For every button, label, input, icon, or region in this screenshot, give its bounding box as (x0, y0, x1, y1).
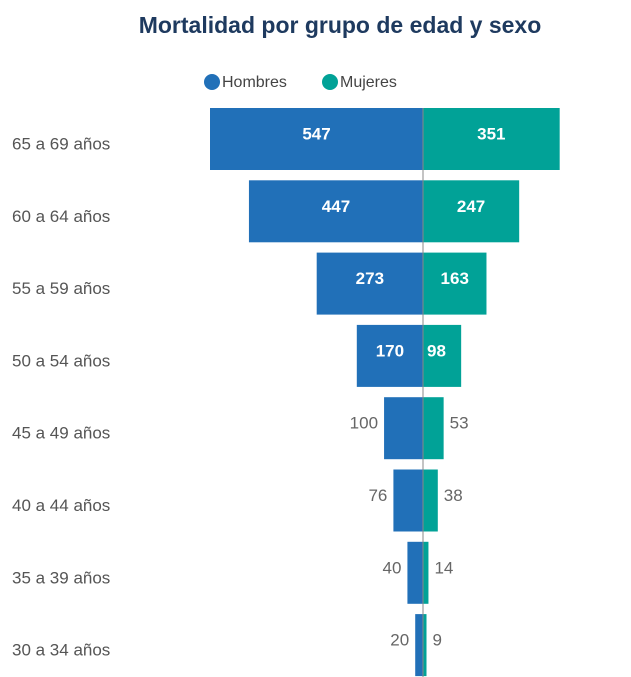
bar (210, 108, 423, 170)
data-label: 273 (356, 269, 384, 288)
bar (423, 324, 462, 387)
bar (384, 397, 423, 460)
bar (423, 252, 487, 315)
category-label: 35 a 39 años (12, 568, 110, 587)
chart-title: Mortalidad por grupo de edad y sexo (139, 12, 542, 38)
data-label: 9 (433, 631, 442, 650)
bar (423, 541, 429, 604)
data-label: 53 (450, 414, 469, 433)
category-label: 45 a 49 años (12, 424, 110, 443)
bar (393, 469, 423, 532)
data-label: 20 (390, 631, 409, 650)
category-label: 65 a 69 años (12, 134, 110, 153)
category-label: 50 a 54 años (12, 351, 110, 370)
data-label: 76 (368, 486, 387, 505)
category-label: 55 a 59 años (12, 279, 110, 298)
category-label: 60 a 64 años (12, 207, 110, 226)
data-label: 351 (477, 124, 505, 143)
bar (407, 541, 423, 604)
data-label: 170 (376, 341, 404, 360)
data-label: 38 (444, 486, 463, 505)
category-label: 40 a 44 años (12, 496, 110, 515)
bar (248, 180, 423, 243)
bar (423, 614, 427, 677)
data-label: 547 (302, 124, 330, 143)
data-label: 247 (457, 197, 485, 216)
data-label: 40 (383, 558, 402, 577)
legend-label: Hombres (222, 74, 287, 91)
data-label: 100 (350, 414, 378, 433)
bar (316, 252, 423, 315)
data-label: 14 (434, 558, 453, 577)
data-label: 98 (427, 341, 446, 360)
bar (423, 108, 560, 170)
legend-swatch (204, 74, 220, 90)
bar (356, 324, 423, 387)
bar (423, 180, 520, 243)
category-label: 30 a 34 años (12, 641, 110, 660)
bar (423, 469, 438, 532)
bar (423, 397, 444, 460)
legend-label: Mujeres (340, 74, 397, 91)
legend-swatch (322, 74, 338, 90)
bar (415, 614, 423, 677)
data-label: 447 (322, 197, 350, 216)
data-label: 163 (441, 269, 469, 288)
